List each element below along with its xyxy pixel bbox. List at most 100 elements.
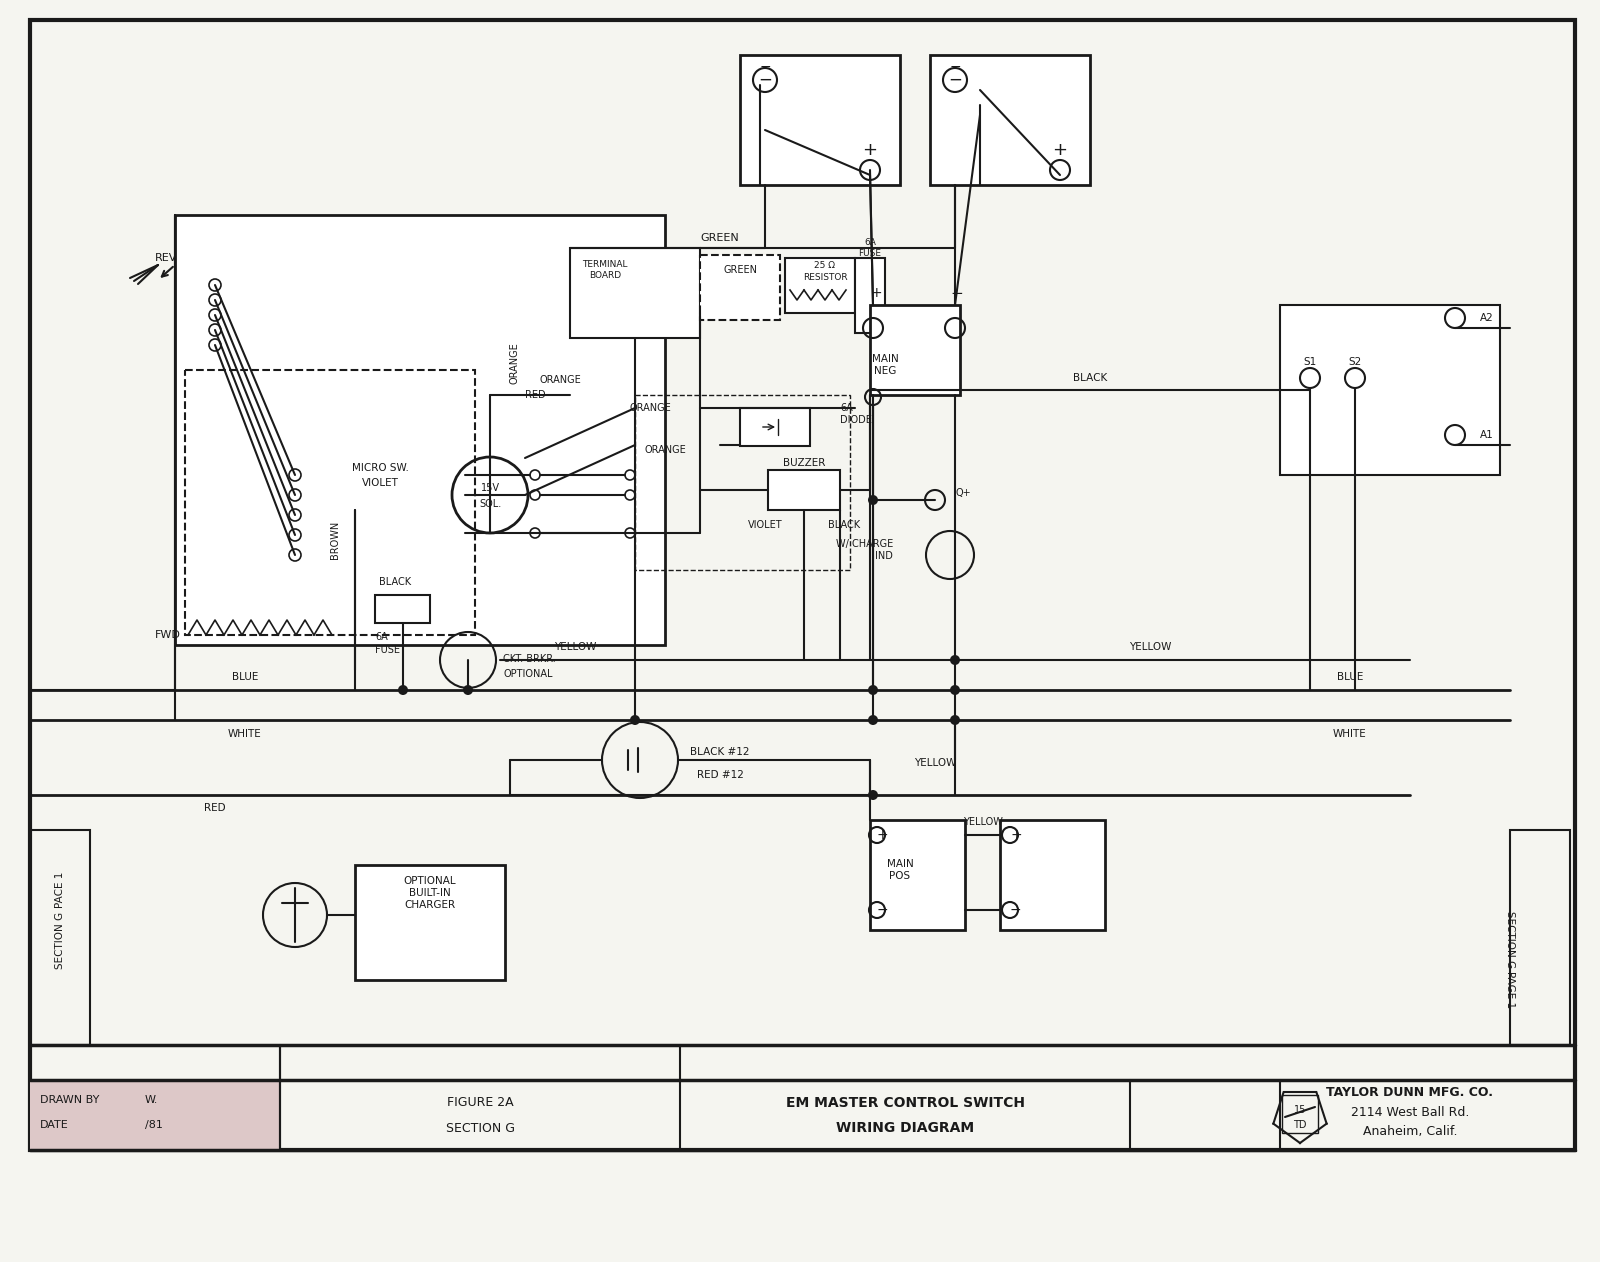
Text: S2: S2: [1349, 357, 1362, 367]
Bar: [30, 830, 90, 1045]
Text: RED: RED: [205, 803, 226, 813]
Bar: [30, 1080, 280, 1150]
Text: SECTION G: SECTION G: [445, 1122, 515, 1135]
Text: W/ CHARGE
IND: W/ CHARGE IND: [835, 539, 893, 560]
Text: +: +: [870, 286, 882, 300]
Text: 25 Ω: 25 Ω: [814, 260, 835, 270]
Text: WIRING DIAGRAM: WIRING DIAGRAM: [835, 1121, 974, 1135]
Text: +: +: [862, 141, 877, 159]
Circle shape: [530, 490, 541, 500]
Text: A1: A1: [1480, 430, 1494, 440]
Bar: [635, 395, 850, 570]
Text: ORANGE: ORANGE: [539, 375, 581, 385]
Text: TERMINAL
BOARD: TERMINAL BOARD: [582, 260, 627, 280]
Text: MAIN
NEG: MAIN NEG: [872, 355, 898, 376]
Text: RED: RED: [525, 390, 546, 400]
Text: Q+: Q+: [955, 488, 971, 498]
Bar: [739, 56, 899, 186]
Text: −: −: [950, 285, 963, 300]
Circle shape: [462, 685, 474, 695]
Bar: [870, 305, 960, 395]
Text: BLUE: BLUE: [1338, 671, 1363, 681]
Text: TD: TD: [1293, 1119, 1307, 1129]
Text: BLUE: BLUE: [232, 671, 258, 681]
Circle shape: [867, 716, 878, 724]
Text: −: −: [1010, 904, 1022, 917]
Text: YELLOW: YELLOW: [554, 642, 597, 652]
Text: +: +: [877, 828, 888, 842]
Bar: [701, 255, 781, 321]
Text: −: −: [949, 61, 962, 74]
Circle shape: [626, 469, 635, 480]
Text: −: −: [877, 904, 888, 917]
Bar: [1510, 830, 1570, 1045]
Text: SOL.: SOL.: [478, 498, 501, 509]
Text: OPTIONAL: OPTIONAL: [502, 669, 552, 679]
Circle shape: [530, 469, 541, 480]
Text: +: +: [1053, 141, 1067, 159]
Bar: [854, 257, 885, 333]
Circle shape: [950, 716, 960, 724]
Text: 6A: 6A: [374, 632, 387, 642]
Bar: [768, 469, 840, 510]
Bar: [355, 864, 506, 981]
Text: A2: A2: [1480, 313, 1494, 323]
Text: YELLOW: YELLOW: [963, 817, 1003, 827]
Text: DATE: DATE: [40, 1119, 69, 1129]
Circle shape: [630, 716, 640, 724]
Text: GREEN: GREEN: [701, 233, 739, 244]
Text: YELLOW: YELLOW: [1130, 642, 1171, 652]
Text: BROWN: BROWN: [330, 521, 339, 559]
Text: SECTION G: SECTION G: [54, 911, 66, 968]
Text: RED #12: RED #12: [696, 770, 744, 780]
Text: PACE 1: PACE 1: [54, 872, 66, 909]
Text: BLACK: BLACK: [827, 520, 861, 530]
Text: YELLOW: YELLOW: [914, 758, 957, 769]
Text: DRAWN BY: DRAWN BY: [40, 1095, 99, 1106]
Text: Anaheim, Calif.: Anaheim, Calif.: [1363, 1126, 1458, 1138]
Text: VIOLET: VIOLET: [747, 520, 782, 530]
Text: BUZZER: BUZZER: [782, 458, 826, 468]
Circle shape: [867, 495, 878, 505]
Bar: [739, 408, 810, 445]
Text: TAYLOR DUNN MFG. CO.: TAYLOR DUNN MFG. CO.: [1326, 1085, 1493, 1098]
Text: −: −: [758, 61, 771, 74]
Text: −: −: [949, 71, 962, 90]
Text: BLACK: BLACK: [1074, 374, 1107, 382]
Text: WHITE: WHITE: [1333, 729, 1366, 740]
Text: ORANGE: ORANGE: [645, 445, 686, 456]
Bar: [30, 20, 1574, 1150]
Circle shape: [530, 528, 541, 538]
Text: MAIN
POS: MAIN POS: [886, 859, 914, 881]
Text: BLACK #12: BLACK #12: [690, 747, 750, 757]
Bar: [1000, 820, 1106, 930]
Text: FWD: FWD: [155, 630, 181, 640]
Bar: [186, 370, 475, 635]
Circle shape: [950, 655, 960, 665]
Circle shape: [950, 685, 960, 695]
Text: WHITE: WHITE: [229, 729, 262, 740]
Bar: [786, 257, 854, 313]
Text: W.: W.: [146, 1095, 158, 1106]
Text: 15V: 15V: [480, 483, 499, 493]
Text: MICRO SW.: MICRO SW.: [352, 463, 408, 473]
Bar: [1280, 305, 1501, 475]
Text: BLACK: BLACK: [379, 577, 411, 587]
Text: +: +: [1010, 828, 1022, 842]
Circle shape: [398, 685, 408, 695]
Text: /81: /81: [146, 1119, 163, 1129]
Text: ORANGE: ORANGE: [510, 342, 520, 384]
Circle shape: [626, 528, 635, 538]
Text: PAGE 1: PAGE 1: [1506, 972, 1515, 1008]
Text: GREEN: GREEN: [723, 265, 757, 275]
Circle shape: [626, 490, 635, 500]
Text: OPTIONAL
BUILT-IN
CHARGER: OPTIONAL BUILT-IN CHARGER: [403, 876, 456, 910]
Text: FIGURE 2A: FIGURE 2A: [446, 1097, 514, 1109]
Text: VIOLET: VIOLET: [362, 478, 398, 488]
Text: S1: S1: [1304, 357, 1317, 367]
Text: FUSE: FUSE: [374, 645, 400, 655]
Bar: [870, 820, 965, 930]
Circle shape: [867, 790, 878, 800]
Text: −: −: [758, 71, 771, 90]
Circle shape: [867, 685, 878, 695]
